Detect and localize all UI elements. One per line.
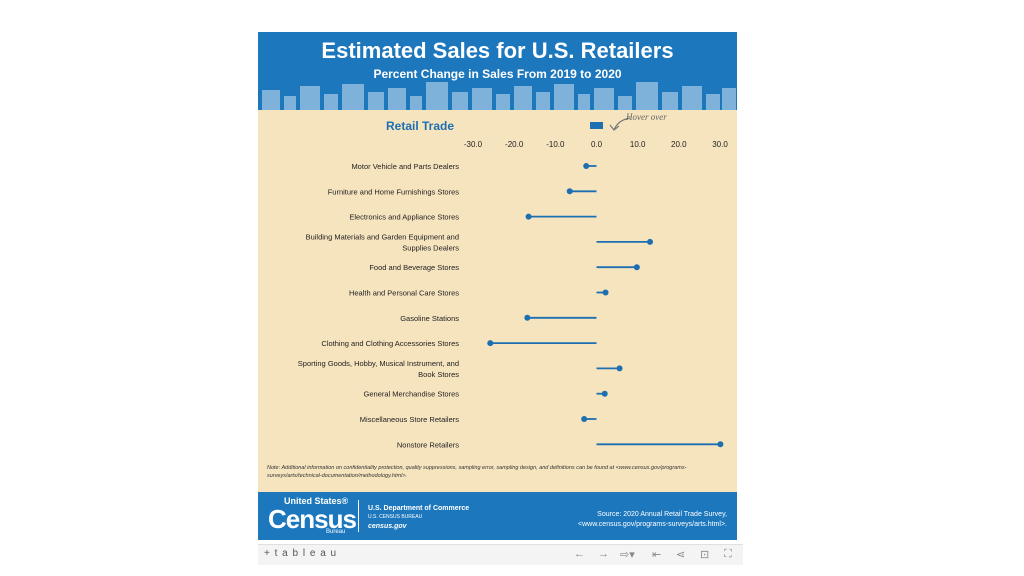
category-label: Sporting Goods, Hobby, Musical Instrumen… [298,359,459,379]
value-point[interactable] [647,238,654,245]
value-point[interactable] [581,416,588,422]
value-point[interactable] [633,264,640,271]
value-point[interactable] [601,390,608,397]
x-tick-label: 30.0 [712,140,728,149]
category-label: Miscellaneous Store Retailers [360,415,459,424]
footer: United States® Census Bureau U.S. Depart… [258,492,737,540]
x-tick-label: -20.0 [505,140,524,149]
tableau-toolbar: + t a b l e a u ← → ⇨▾ ⇤ ⋖ ⊡ ⛶ [258,544,743,565]
x-tick-label: 20.0 [671,140,687,149]
category-label: Health and Personal Care Stores [349,289,459,298]
logo-census-word: Census [268,504,357,534]
value-point[interactable] [583,163,590,169]
census-site-link[interactable]: census.gov [368,523,407,530]
footnote: Note: Additional information on confiden… [267,465,687,479]
category-label: Building Materials and Garden Equipment … [306,232,460,252]
legend-swatch [590,122,603,129]
category-label: Furniture and Home Furnishings Stores [328,187,460,196]
viz-container: Estimated Sales for U.S. Retailers Perce… [258,32,737,540]
x-tick-label: 10.0 [630,140,646,149]
category-label: Electronics and Appliance Stores [349,213,459,222]
chart-title: Retail Trade [386,119,454,133]
page-title: Estimated Sales for U.S. Retailers [321,38,674,63]
logo-united-states: United States® [284,496,349,506]
undo-icon[interactable]: ← [574,548,585,560]
chart-rows: Motor Vehicle and Parts Dealers Furniture… [298,162,724,449]
x-tick-label: -10.0 [546,140,565,149]
x-tick-label: -30.0 [464,140,483,149]
source-line-1: Source: 2020 Annual Retail Trade Survey, [597,511,727,518]
header-banner: Estimated Sales for U.S. Retailers Perce… [258,32,737,116]
value-point[interactable] [524,314,531,321]
value-point[interactable] [525,213,532,220]
category-label: Gasoline Stations [400,314,459,323]
download-icon[interactable]: ⊡ [700,549,710,561]
value-point[interactable] [566,188,573,195]
revert-icon[interactable]: ⇨▾ [620,549,635,561]
value-point[interactable] [616,365,623,372]
bureau-name: U.S. CENSUS BUREAU [368,514,423,520]
redo-icon[interactable]: → [598,548,609,560]
category-label: General Merchandise Stores [364,390,460,399]
value-point[interactable] [487,340,494,347]
skyline-decoration [258,82,737,116]
logo-bureau: Bureau [326,529,346,535]
category-label: Nonstore Retailers [397,440,459,449]
page-subtitle: Percent Change in Sales From 2019 to 202… [373,67,622,81]
footer-divider [358,500,359,532]
dept-name: U.S. Department of Commerce [368,505,470,512]
dept-block: U.S. Department of Commerce U.S. CENSUS … [368,504,469,531]
pause-icon[interactable]: ⇤ [652,549,662,561]
value-point[interactable] [717,441,724,448]
category-label: Clothing and Clothing Accessories Stores [321,339,459,348]
hover-arrow-icon [609,117,631,131]
category-label: Food and Beverage Stores [369,263,459,272]
source-block: Source: 2020 Annual Retail Trade Survey,… [578,510,727,530]
value-point[interactable] [602,289,609,296]
hover-hint: Hover over [625,112,667,122]
chart-area: Retail Trade Hover over -30.0 -20.0 -10.0 0… [298,112,729,449]
source-line-2[interactable]: <www.census.gov/programs-surveys/arts.ht… [578,521,727,528]
category-label: Motor Vehicle and Parts Dealers [351,162,459,171]
census-logo[interactable]: United States® Census Bureau [266,496,357,536]
x-tick-label: 0.0 [591,140,603,149]
share-icon[interactable]: ⋖ [676,549,686,561]
fullscreen-icon[interactable]: ⛶ [724,548,732,560]
x-axis: -30.0 -20.0 -10.0 0.0 10.0 20.0 30.0 [464,140,728,149]
tableau-logo[interactable]: + t a b l e a u [264,548,338,559]
